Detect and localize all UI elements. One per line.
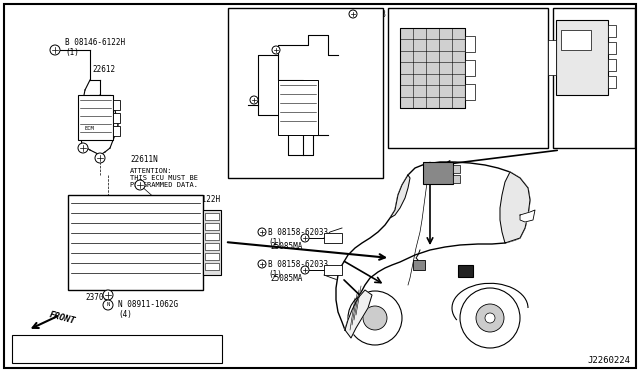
Polygon shape	[336, 162, 530, 330]
Text: B 08146-6122H
(1): B 08146-6122H (1)	[160, 195, 220, 214]
Bar	[278, 80, 318, 135]
Circle shape	[301, 234, 309, 242]
Bar	[388, 8, 548, 148]
Bar	[465, 36, 475, 52]
Bar	[608, 42, 616, 54]
Text: 22612+A: 22612+A	[232, 14, 264, 23]
Circle shape	[50, 45, 60, 55]
Bar	[228, 8, 383, 178]
Circle shape	[301, 266, 309, 274]
Circle shape	[349, 10, 357, 18]
Bar	[203, 210, 221, 275]
Bar	[556, 20, 608, 95]
Bar	[205, 253, 219, 260]
Text: FRONT: FRONT	[48, 310, 76, 326]
Circle shape	[272, 46, 280, 54]
Circle shape	[476, 304, 504, 332]
Bar	[561, 30, 591, 50]
Bar	[205, 243, 219, 250]
Bar	[465, 60, 475, 76]
Text: 25085MA: 25085MA	[270, 274, 302, 283]
Bar	[113, 113, 120, 123]
Circle shape	[135, 180, 145, 190]
Text: ATTENTION:
THIS ECU MUST BE PROGRAMMED DATA.: ATTENTION: THIS ECU MUST BE PROGRAMMED D…	[16, 338, 168, 357]
Circle shape	[258, 228, 266, 236]
Bar	[113, 126, 120, 136]
Bar	[413, 260, 425, 270]
Bar	[205, 263, 219, 270]
Bar	[78, 95, 113, 140]
Bar	[608, 25, 616, 37]
Text: ATTENTION:
THIS ECU MUST BE
PROGRAMMED DATA.: ATTENTION: THIS ECU MUST BE PROGRAMMED D…	[130, 168, 198, 188]
Text: B 08146-6122H
(1): B 08146-6122H (1)	[65, 38, 125, 57]
Bar	[553, 8, 635, 148]
Bar	[324, 233, 342, 243]
Text: 237F0: 237F0	[458, 58, 481, 67]
Polygon shape	[500, 172, 530, 243]
Circle shape	[95, 153, 105, 163]
Bar	[423, 162, 453, 184]
Text: B 08158-62033
(1): B 08158-62033 (1)	[268, 228, 328, 247]
Circle shape	[485, 313, 495, 323]
Bar	[465, 84, 475, 100]
Text: B 08158-62033
(1): B 08158-62033 (1)	[268, 260, 328, 279]
Text: ECM: ECM	[84, 126, 93, 131]
Bar	[453, 165, 460, 173]
Polygon shape	[345, 290, 372, 338]
Bar	[113, 100, 120, 110]
Bar	[12, 335, 222, 363]
Bar	[548, 40, 556, 75]
Polygon shape	[520, 210, 535, 222]
Bar	[68, 195, 203, 290]
Text: J2260224: J2260224	[587, 356, 630, 365]
Bar	[453, 175, 460, 183]
Bar	[608, 59, 616, 71]
Bar	[205, 223, 219, 230]
Circle shape	[250, 96, 258, 104]
Circle shape	[363, 306, 387, 330]
Text: 22612: 22612	[92, 65, 115, 74]
Text: 25085M: 25085M	[583, 14, 611, 23]
Bar	[608, 76, 616, 88]
Circle shape	[78, 143, 88, 153]
Text: SEC.670: SEC.670	[231, 166, 264, 175]
Bar	[205, 213, 219, 220]
Circle shape	[103, 300, 113, 310]
Text: 22611N: 22611N	[130, 155, 157, 164]
Polygon shape	[390, 175, 410, 218]
Circle shape	[348, 291, 402, 345]
Circle shape	[258, 260, 266, 268]
Text: 23701: 23701	[85, 293, 108, 302]
Text: N 08911-1062G
(4): N 08911-1062G (4)	[118, 300, 178, 320]
Text: SEC.223
(14950): SEC.223 (14950)	[558, 106, 590, 125]
Bar	[324, 265, 342, 275]
Text: 22061B: 22061B	[358, 10, 386, 19]
Text: SEC.670: SEC.670	[230, 166, 262, 175]
Text: 25085MA: 25085MA	[270, 242, 302, 251]
Bar	[458, 265, 473, 277]
Bar	[400, 28, 465, 108]
Circle shape	[103, 290, 113, 300]
Text: N: N	[106, 302, 109, 308]
Bar	[205, 233, 219, 240]
Circle shape	[460, 288, 520, 348]
